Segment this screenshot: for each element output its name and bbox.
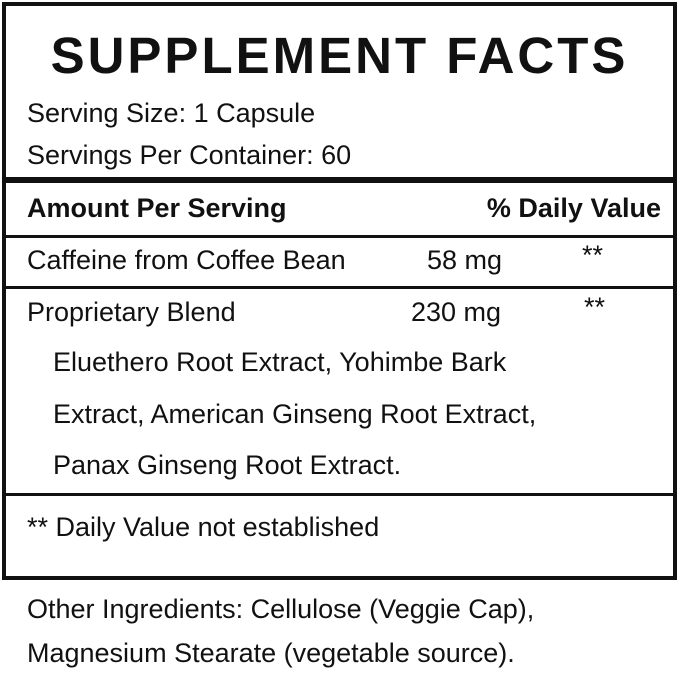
servings-per-container: Servings Per Container: 60 [27,140,352,170]
panel-title: SUPPLEMENT FACTS [50,27,629,84]
thick-divider [6,177,673,183]
divider [6,235,673,238]
serving-size: Serving Size: 1 Capsule [27,98,316,128]
divider [6,493,673,496]
row-dv: ** [582,240,604,270]
other-ingredients-line: Magnesium Stearate (vegetable source). [27,638,515,668]
amount-per-serving-header: Amount Per Serving [27,193,287,223]
row-amount: 230 mg [411,297,502,327]
footnote: ** Daily Value not established [27,512,380,542]
blend-ingredients-line: Extract, American Ginseng Root Extract, [53,399,537,429]
other-ingredients-line: Other Ingredients: Cellulose (Veggie Cap… [27,594,535,624]
blend-ingredients-line: Panax Ginseng Root Extract. [53,450,402,480]
divider [6,286,673,289]
row-name: Caffeine from Coffee Bean [27,245,346,275]
row-name: Proprietary Blend [27,297,236,327]
row-dv: ** [584,292,606,322]
blend-ingredients-line: Eluethero Root Extract, Yohimbe Bark [53,347,507,377]
row-amount: 58 mg [427,245,503,275]
daily-value-header: % Daily Value [486,193,661,223]
supplement-facts-panel [2,2,677,580]
